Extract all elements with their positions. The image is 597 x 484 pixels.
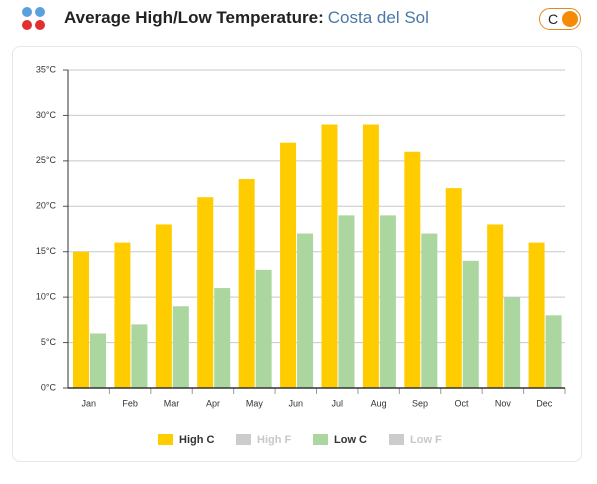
- y-tick-label: 0°C: [41, 382, 57, 392]
- bar: [280, 142, 297, 388]
- x-tick-label: Jul: [331, 398, 343, 408]
- bar: [73, 251, 89, 388]
- x-tick-label: Aug: [371, 398, 387, 408]
- bar: [504, 297, 521, 388]
- x-tick-label: Dec: [536, 398, 553, 408]
- x-tick-label: Jun: [289, 398, 304, 408]
- bar: [197, 197, 214, 388]
- bar: [487, 224, 504, 388]
- unit-label: C: [548, 11, 559, 27]
- bar: [90, 333, 106, 388]
- y-tick-label: 25°C: [36, 155, 57, 165]
- legend-label: Low F: [410, 434, 442, 446]
- bar: [238, 179, 255, 388]
- legend-swatch: [313, 434, 328, 445]
- location: Costa del Sol: [327, 8, 429, 27]
- unit-toggle[interactable]: C: [539, 8, 581, 30]
- x-tick-label: Nov: [495, 398, 512, 408]
- bar: [379, 215, 396, 388]
- y-tick-label: 10°C: [36, 292, 57, 302]
- legend-label: High C: [179, 434, 214, 446]
- legend-swatch: [236, 434, 251, 445]
- bar: [297, 233, 314, 388]
- x-tick-label: Feb: [122, 398, 138, 408]
- bar: [131, 324, 148, 388]
- y-tick-label: 35°C: [36, 64, 57, 74]
- bar: [214, 288, 231, 388]
- bar: [321, 124, 338, 388]
- legend-swatch: [158, 434, 173, 445]
- legend-label: High F: [257, 434, 291, 446]
- title: Average High/Low Temperature: Costa del S…: [64, 8, 429, 28]
- bar: [545, 315, 562, 388]
- bar: [255, 269, 272, 388]
- x-tick-label: Oct: [454, 398, 469, 408]
- legend-label: Low C: [334, 434, 367, 446]
- bar: [114, 242, 131, 388]
- y-tick-label: 20°C: [36, 201, 57, 211]
- bar: [445, 188, 462, 388]
- y-tick-label: 15°C: [36, 246, 57, 256]
- bar: [404, 151, 421, 388]
- title-text: Average High/Low Temperature:: [64, 8, 324, 27]
- y-tick-label: 5°C: [41, 337, 57, 347]
- x-tick-label: Apr: [206, 398, 220, 408]
- x-tick-label: May: [246, 398, 264, 408]
- weather-icon: [22, 7, 45, 30]
- bar: [155, 224, 172, 388]
- bar: [338, 215, 355, 388]
- bar: [421, 233, 438, 388]
- bar: [362, 124, 379, 388]
- y-tick-label: 30°C: [36, 110, 57, 120]
- header: Average High/Low Temperature: Costa del S…: [0, 0, 597, 40]
- x-tick-label: Mar: [164, 398, 180, 408]
- x-tick-label: Jan: [81, 398, 96, 408]
- bar: [462, 260, 479, 388]
- bar: [528, 242, 545, 388]
- x-tick-label: Sep: [412, 398, 428, 408]
- legend-swatch: [389, 434, 404, 445]
- bar: [172, 306, 189, 388]
